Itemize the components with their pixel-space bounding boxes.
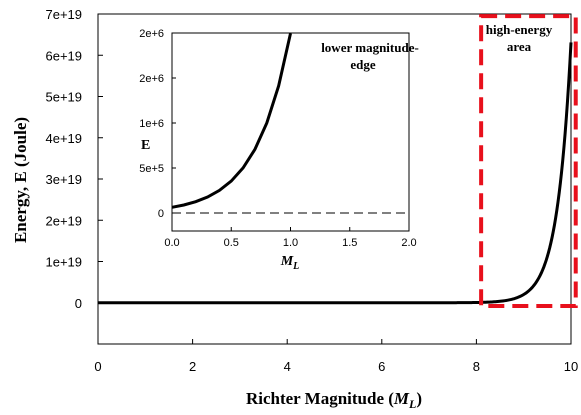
inset-plot-frame [171, 32, 410, 232]
main-y-tick-label: 1e+19 [45, 255, 82, 270]
main-y-tick-label: 2e+19 [45, 213, 82, 228]
main-series-line [98, 42, 573, 305]
inset-y-tick-label: 2e+6 [139, 28, 164, 40]
main-y-tick-label: 7e+19 [45, 7, 82, 22]
annotation-line1: high-energy [486, 22, 553, 37]
main-x-tick-label: 10 [564, 359, 578, 374]
inset-x-tick-label: 1.0 [283, 237, 298, 249]
main-y-tick-label: 5e+19 [45, 90, 82, 105]
main-x-axis-label: Richter Magnitude (ML) [246, 389, 422, 411]
main-x-tick-label: 8 [473, 359, 480, 374]
inset-x-tick-label: 0.0 [164, 237, 179, 249]
main-y-tick-label: 0 [75, 296, 82, 311]
inset-x-tick-label: 1.5 [342, 237, 357, 249]
inset-y-axis-label: E [141, 138, 150, 153]
main-x-tick-label: 0 [94, 359, 101, 374]
main-y-axis-label: Energy, E (Joule) [11, 117, 30, 243]
main-x-tick-label: 4 [284, 359, 291, 374]
inset-y-tick-label: 5e+5 [139, 163, 164, 175]
main-x-ticks: 0 2 4 6 8 10 [94, 339, 578, 374]
main-x-tick-label: 6 [378, 359, 385, 374]
inset-x-axis-label: ML [280, 254, 300, 272]
inset-series-line [171, 33, 292, 209]
main-x-tick-label: 2 [189, 359, 196, 374]
inset-x-tick-label: 0.5 [224, 237, 239, 249]
main-y-tick-label: 6e+19 [45, 48, 82, 63]
main-y-tick-label: 4e+19 [45, 131, 82, 146]
inset-y-tick-label: 0 [158, 208, 164, 220]
inset-y-tick-label: 1e+6 [139, 118, 164, 130]
main-y-tick-label: 3e+19 [45, 172, 82, 187]
inset-y-tick-label: 2e+6 [139, 73, 164, 85]
main-y-ticks: 0 1e+19 2e+19 3e+19 4e+19 5e+19 6e+19 7e+19 [45, 7, 103, 311]
inset-title-line2: edge [350, 57, 376, 72]
high-energy-box [479, 14, 578, 309]
annotation-line2: area [507, 39, 532, 54]
inset-x-ticks: 0.0 0.5 1.0 1.5 2.0 [164, 227, 417, 249]
inset-y-ticks: 0 5e+5 1e+6 2e+6 2e+6 [139, 28, 176, 220]
inset-x-tick-label: 2.0 [401, 237, 416, 249]
inset-title-line1: lower magnitude- [321, 40, 419, 55]
